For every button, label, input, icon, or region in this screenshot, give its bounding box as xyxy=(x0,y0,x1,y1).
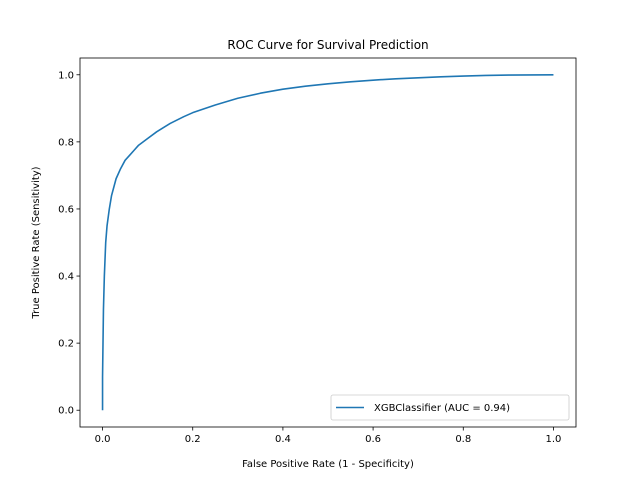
y-tick-label: 0.0 xyxy=(58,406,74,417)
legend-label: XGBClassifier (AUC = 0.94) xyxy=(374,403,510,414)
x-axis-label: False Positive Rate (1 - Specificity) xyxy=(242,459,414,470)
x-axis: 0.0 0.2 0.4 0.6 0.8 1.0 xyxy=(95,427,562,445)
x-tick-label: 0.0 xyxy=(95,434,111,445)
y-tick-label: 0.2 xyxy=(58,339,74,350)
legend: XGBClassifier (AUC = 0.94) xyxy=(330,394,570,421)
chart-title: ROC Curve for Survival Prediction xyxy=(227,38,428,52)
y-tick-label: 0.4 xyxy=(58,272,74,283)
x-tick-label: 0.8 xyxy=(455,434,471,445)
plot-area xyxy=(79,57,577,428)
y-axis-label: True Positive Rate (Sensitivity) xyxy=(31,166,42,319)
x-tick-label: 0.4 xyxy=(275,434,291,445)
series-layer xyxy=(101,73,554,411)
y-axis: 0.0 0.2 0.4 0.6 0.8 1.0 xyxy=(58,70,80,417)
x-tick-label: 1.0 xyxy=(546,434,562,445)
roc-curve-line xyxy=(101,73,554,411)
plot-background xyxy=(80,58,576,427)
x-tick-label: 0.2 xyxy=(185,434,201,445)
y-tick-label: 0.6 xyxy=(58,204,74,215)
legend-box xyxy=(330,394,570,421)
x-tick-label: 0.6 xyxy=(365,434,381,445)
y-tick-label: 0.8 xyxy=(58,137,74,148)
plot-frame xyxy=(79,57,577,428)
y-tick-label: 1.0 xyxy=(58,70,74,81)
